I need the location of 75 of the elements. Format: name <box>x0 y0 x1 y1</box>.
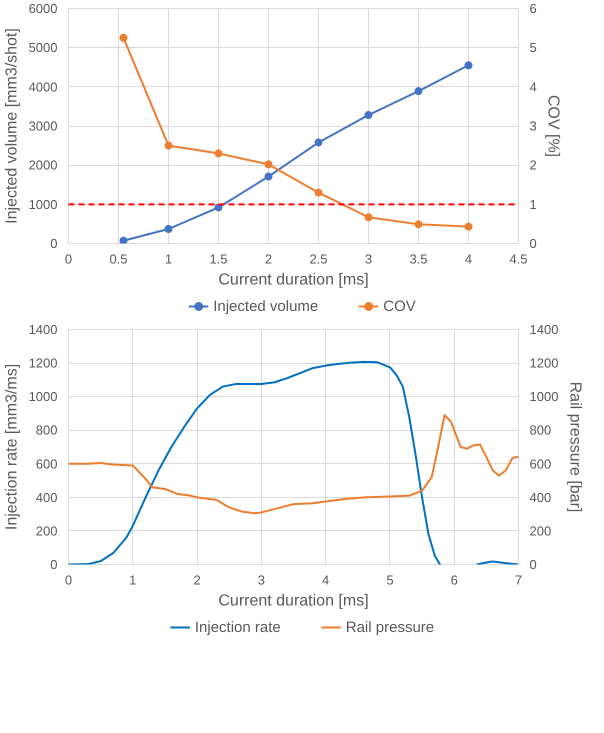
point <box>364 111 372 120</box>
x-tick-label: 2 <box>193 572 201 588</box>
point <box>214 203 222 212</box>
y-tick-label: 5000 <box>28 40 58 56</box>
point <box>464 222 472 231</box>
y-tick-label: 800 <box>36 422 58 438</box>
y2-tick-label: 1200 <box>530 356 558 371</box>
y-tick-label: 1200 <box>28 356 58 371</box>
x-tick-label: 4 <box>464 252 472 266</box>
y-tick-label: 2000 <box>28 158 58 173</box>
x-axis-title: Current duration [ms] <box>218 272 369 288</box>
y2-axis-title: Rail pressure [bar] <box>566 382 584 512</box>
y-tick-label: 200 <box>36 523 58 538</box>
x-tick-label: 5 <box>386 572 394 588</box>
y2-tick-label: 0 <box>530 236 537 251</box>
y2-tick-label: 0 <box>530 557 537 572</box>
point <box>314 138 322 146</box>
y-tick-label: 1400 <box>28 322 58 337</box>
x-tick-label: 3 <box>364 252 372 266</box>
x-tick-label: 3.5 <box>409 252 428 266</box>
x-tick-label: 4 <box>322 572 330 588</box>
y-tick-label: 6000 <box>28 1 58 16</box>
point <box>264 160 272 168</box>
y2-tick-label: 400 <box>530 490 552 505</box>
y2-axis-title: COV [%] <box>544 94 562 158</box>
y-tick-label: 0 <box>50 557 58 572</box>
y-tick-label: 400 <box>36 490 58 505</box>
y-tick-label: 4000 <box>28 79 58 94</box>
y2-tick-label: 1 <box>530 196 537 212</box>
y2-tick-label: 600 <box>530 456 552 472</box>
y-tick-label: 3000 <box>28 118 58 134</box>
point <box>264 172 272 181</box>
y2-tick-label: 1400 <box>530 322 558 337</box>
line-series <box>68 414 518 514</box>
legend-label: Injection rate <box>194 618 281 636</box>
y2-tick-label: 800 <box>530 422 552 438</box>
y2-tick-label: 1000 <box>530 389 558 404</box>
point <box>120 34 128 42</box>
point <box>164 142 172 150</box>
point <box>314 188 322 197</box>
y2-tick-label: 3 <box>530 118 537 134</box>
y2-tick-label: 5 <box>530 40 537 56</box>
legend-label: COV <box>383 298 416 314</box>
point <box>364 213 372 222</box>
point <box>414 220 422 228</box>
x-tick-label: 2 <box>264 252 272 266</box>
point <box>164 225 172 233</box>
y2-tick-label: 200 <box>530 523 552 538</box>
y2-tick-label: 6 <box>530 1 537 16</box>
point <box>414 87 422 96</box>
point <box>120 236 128 244</box>
y2-tick-label: 4 <box>530 79 537 94</box>
x-tick-label: 1.5 <box>209 252 228 266</box>
y-tick-label: 1000 <box>28 389 58 404</box>
legend-label: Injected volume <box>213 298 318 314</box>
point <box>464 61 472 70</box>
x-tick-label: 0.5 <box>109 252 128 266</box>
x-tick-label: 3 <box>258 572 265 588</box>
x-tick-label: 1 <box>129 572 136 588</box>
x-tick-label: 6 <box>450 572 458 588</box>
point <box>214 149 222 158</box>
x-tick-label: 1 <box>164 252 172 266</box>
y-tick-label: 0 <box>50 236 58 251</box>
x-tick-label: 7 <box>514 572 522 588</box>
x-tick-label: 0 <box>64 252 72 266</box>
y-tick-label: 600 <box>36 456 58 472</box>
x-tick-label: 0 <box>64 572 72 588</box>
x-tick-label: 2.5 <box>309 252 328 266</box>
legend-label: Rail pressure <box>346 618 434 636</box>
x-tick-label: 4.5 <box>509 252 528 266</box>
y2-tick-label: 2 <box>530 158 537 173</box>
y-axis-title: Injected volume [mm3/shot] <box>4 28 21 224</box>
x-axis-title: Current duration [ms] <box>218 592 369 610</box>
y-tick-label: 1000 <box>28 196 58 212</box>
y-axis-title: Injection rate [mm3/ms] <box>4 364 21 530</box>
